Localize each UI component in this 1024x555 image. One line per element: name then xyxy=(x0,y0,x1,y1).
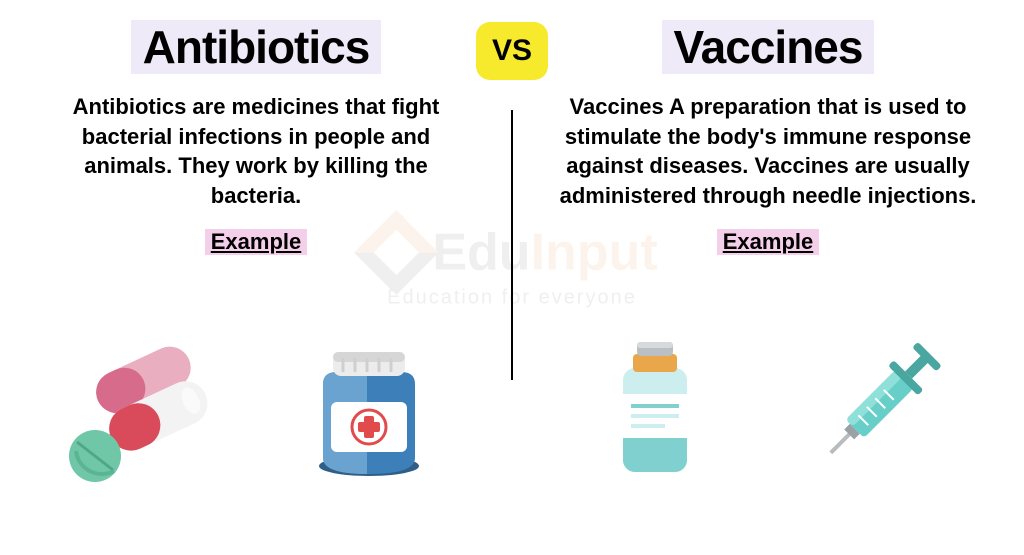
right-title: Vaccines xyxy=(662,20,875,74)
left-examples xyxy=(30,263,482,545)
vs-badge: VS xyxy=(476,22,548,80)
left-description: Antibiotics are medicines that fight bac… xyxy=(46,92,466,211)
syringe-icon xyxy=(801,324,961,484)
right-examples xyxy=(542,263,994,545)
infographic-container: EduInput Education for everyone Antibiot… xyxy=(0,0,1024,555)
right-column: Vaccines Vaccines A preparation that is … xyxy=(512,0,1024,555)
pills-icon xyxy=(63,324,223,484)
vaccine-vial-icon xyxy=(575,324,735,484)
right-description: Vaccines A preparation that is used to s… xyxy=(558,92,978,211)
left-title: Antibiotics xyxy=(131,20,382,74)
right-example-label: Example xyxy=(717,229,820,255)
medicine-jar-icon xyxy=(289,324,449,484)
center-divider xyxy=(511,110,513,380)
left-example-label: Example xyxy=(205,229,308,255)
left-column: Antibiotics Antibiotics are medicines th… xyxy=(0,0,512,555)
